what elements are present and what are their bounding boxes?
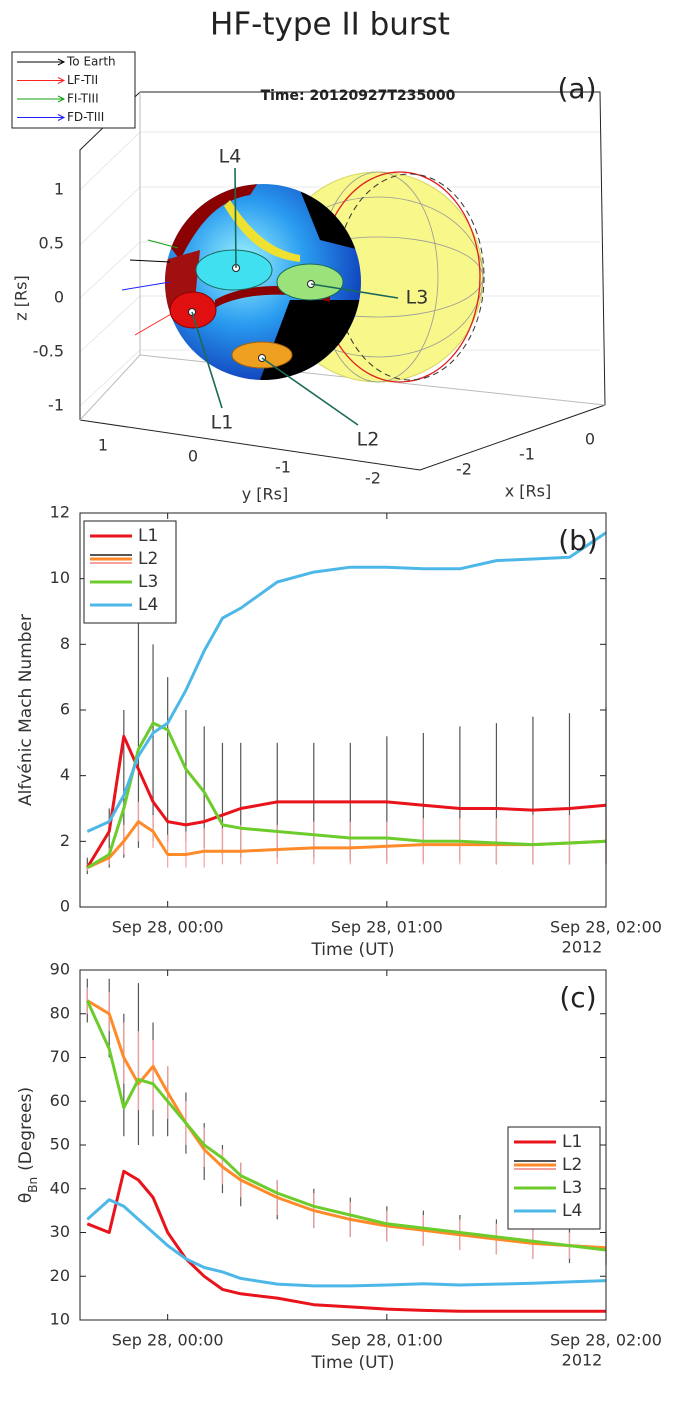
panel-label: (a) <box>557 72 596 105</box>
chart-panel: 0 2 4 6 8 10 12 Sep 28, 00:00 Sep 28, 01:00 Sep 2… <box>16 503 662 961</box>
legend-label: L2 <box>138 549 158 569</box>
x-tick-label: Sep 28, 01:00 <box>331 1331 443 1350</box>
legend-label: L4 <box>138 595 158 615</box>
legend-label: L1 <box>138 526 158 546</box>
x-tick-label: -2 <box>456 460 472 479</box>
y-label-text: (Degrees) <box>16 1087 36 1171</box>
y-label-subscript: Bn <box>26 1177 40 1193</box>
y-tick-label: 2 <box>60 831 70 850</box>
x-offset-label: 2012 <box>562 1351 603 1370</box>
y-axis-label: Alfvénic Mach Number <box>16 614 36 806</box>
legend-label: To Earth <box>66 55 116 69</box>
legend-label: L4 <box>562 1201 582 1221</box>
z-tick-label: -0.5 <box>33 342 64 361</box>
legend-arrowhead <box>57 95 66 103</box>
y-tick-label: 8 <box>60 634 70 653</box>
x-axis-label: x [Rs] <box>505 482 552 501</box>
series-line <box>86 1198 607 1288</box>
z-tick-label: -1 <box>48 396 64 415</box>
y-tick-label: 0 <box>60 897 70 916</box>
region-label: L1 <box>211 412 234 434</box>
y-tick-label: 0 <box>188 447 198 466</box>
y-tick-label: 6 <box>60 700 70 719</box>
time-title: Time: 20120927T235000 <box>261 88 456 104</box>
legend-label: FI-TIII <box>67 92 99 106</box>
x-tick-label: -1 <box>519 445 535 464</box>
region-label: L4 <box>219 146 242 168</box>
legend-label: FD-TIII <box>67 110 104 124</box>
chart-panel: 10 20 30 40 50 60 70 80 90 Sep 28, 00:00 Sep 28, 0… <box>16 960 662 1374</box>
series-line <box>86 721 607 869</box>
y-label-symbol: θ <box>16 1193 36 1203</box>
y-axis-label: y [Rs] <box>242 485 289 504</box>
axes-frame <box>79 512 607 908</box>
axis-ticks-3d: 1 0.5 0 -0.5 -1 1 0 -1 -2 0 -1 -2 To Earth LF-TII FI-T… <box>17 55 595 488</box>
axes-frame <box>79 969 607 1321</box>
y-tick-label: 10 <box>50 1310 70 1329</box>
legend-label: L3 <box>562 1178 582 1198</box>
y-tick-label: 10 <box>50 568 70 587</box>
legend-label: L2 <box>562 1155 582 1175</box>
x-tick-label: Sep 28, 00:00 <box>112 918 224 937</box>
y-tick-label: 60 <box>50 1091 70 1110</box>
x-tick-label: Sep 28, 02:00 <box>550 1331 662 1350</box>
y-tick-label: 12 <box>50 503 70 522</box>
x-tick-label: Sep 28, 01:00 <box>331 918 443 937</box>
legend-box <box>11 51 136 129</box>
series-line <box>86 820 607 869</box>
z-tick-label: 0.5 <box>39 234 64 253</box>
panel-label: (b) <box>558 524 598 557</box>
legend-label: L1 <box>562 1132 582 1152</box>
x-axis-label: Time (UT) <box>310 1353 394 1373</box>
y-tick-label: 1 <box>98 436 108 455</box>
y-axis-label: θBn (Degrees) <box>16 1087 40 1203</box>
legend-label: L3 <box>138 572 158 592</box>
y-tick-label: 50 <box>50 1135 70 1154</box>
z-tick-label: 1 <box>54 180 64 199</box>
legend-arrowhead <box>57 58 66 66</box>
y-tick-label: 30 <box>50 1222 70 1241</box>
panel-label: (c) <box>559 981 596 1014</box>
region-label: L2 <box>357 429 380 451</box>
series-line <box>86 734 607 869</box>
figure-title: HF-type II burst <box>210 7 450 43</box>
series-line <box>86 531 607 833</box>
y-tick-label: 4 <box>60 765 70 784</box>
series-line <box>86 1169 606 1313</box>
legend-arrowhead <box>57 114 66 121</box>
y-tick-label: 20 <box>50 1266 70 1285</box>
x-offset-label: 2012 <box>562 938 603 957</box>
y-tick-label: 40 <box>50 1178 70 1197</box>
x-tick-label: 0 <box>585 430 595 449</box>
regions: L4 L3 L1 L2 <box>169 146 429 451</box>
panel-a: L4 L3 L1 L2 Time: 20120927T235000 (a) z … <box>11 51 606 504</box>
x-tick-label: Sep 28, 02:00 <box>550 918 662 937</box>
charts: 0 2 4 6 8 10 12 Sep 28, 00:00 Sep 28, 01:00 Sep 2… <box>16 503 662 1374</box>
z-axis-label: z [Rs] <box>12 275 31 320</box>
series-line <box>85 999 607 1252</box>
y-tick-label: 80 <box>50 1003 70 1022</box>
legend-arrowhead <box>57 77 66 84</box>
x-tick-label: Sep 28, 00:00 <box>112 1331 224 1350</box>
y-tick-label: -2 <box>365 469 381 488</box>
legend-label: LF-TII <box>67 73 98 87</box>
y-tick-label: 90 <box>50 960 70 979</box>
region-label: L3 <box>406 287 429 309</box>
x-axis-label: Time (UT) <box>310 940 394 960</box>
y-tick-label: 70 <box>50 1047 70 1066</box>
z-tick-label: 0 <box>54 288 64 307</box>
y-tick-label: -1 <box>275 458 291 477</box>
